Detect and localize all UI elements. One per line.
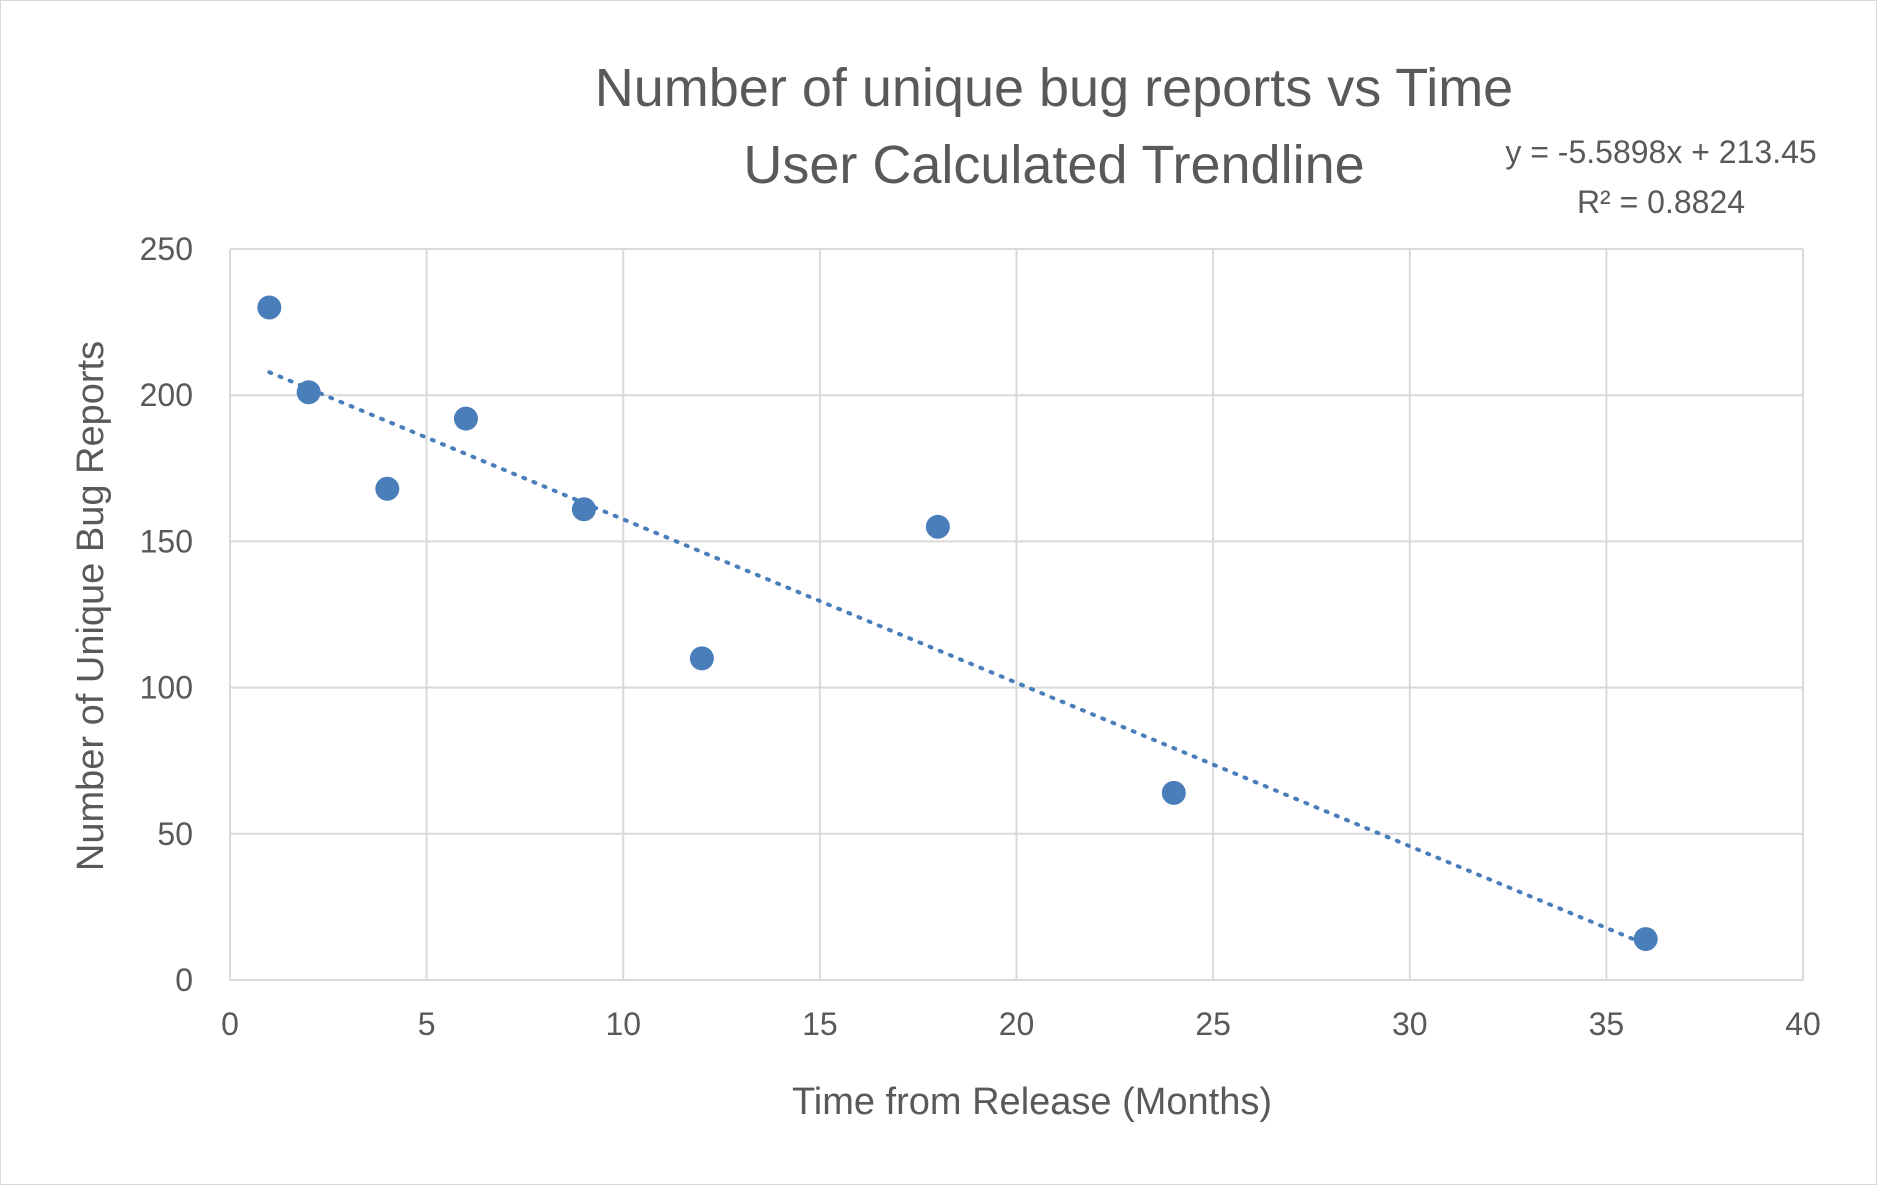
chart-subtitle: User Calculated Trendline <box>743 135 1364 195</box>
data-point <box>453 406 478 431</box>
x-tick-label: 30 <box>1392 1006 1428 1042</box>
x-axis-title: Time from Release (Months) <box>792 1081 1272 1123</box>
data-point <box>925 514 950 539</box>
data-point <box>375 476 400 501</box>
y-tick-label: 150 <box>140 523 193 559</box>
x-tick-label: 35 <box>1589 1006 1625 1042</box>
x-tick-label: 0 <box>221 1006 239 1042</box>
x-tick-label: 20 <box>999 1006 1035 1042</box>
x-tick-label: 40 <box>1785 1006 1821 1042</box>
data-points <box>257 295 1658 952</box>
x-tick-label: 15 <box>802 1006 838 1042</box>
y-tick-label: 250 <box>140 231 193 267</box>
data-point <box>689 646 714 671</box>
y-tick-label: 0 <box>175 962 193 998</box>
x-tick-labels: 0 5 10 15 20 25 30 35 40 <box>221 1006 1821 1042</box>
trendline-r-squared: R² = 0.8824 <box>1577 184 1745 220</box>
x-tick-label: 25 <box>1195 1006 1231 1042</box>
x-tick-label: 5 <box>418 1006 436 1042</box>
data-point <box>1161 780 1186 805</box>
data-point <box>571 497 596 522</box>
gridlines <box>229 248 1804 981</box>
x-tick-label: 10 <box>605 1006 641 1042</box>
data-point <box>296 380 321 405</box>
y-tick-label: 200 <box>140 377 193 413</box>
chart-title: Number of unique bug reports vs Time <box>595 58 1513 118</box>
y-tick-label: 100 <box>140 670 193 706</box>
data-point <box>257 295 282 320</box>
y-axis-title: Number of Unique Bug Reports <box>70 341 112 871</box>
y-tick-labels: 0 50 100 150 200 250 <box>140 231 193 998</box>
trendline-equation: y = -5.5898x + 213.45 <box>1505 134 1816 170</box>
data-point <box>1633 927 1658 952</box>
y-tick-label: 50 <box>157 816 193 852</box>
trendline <box>267 370 1648 947</box>
